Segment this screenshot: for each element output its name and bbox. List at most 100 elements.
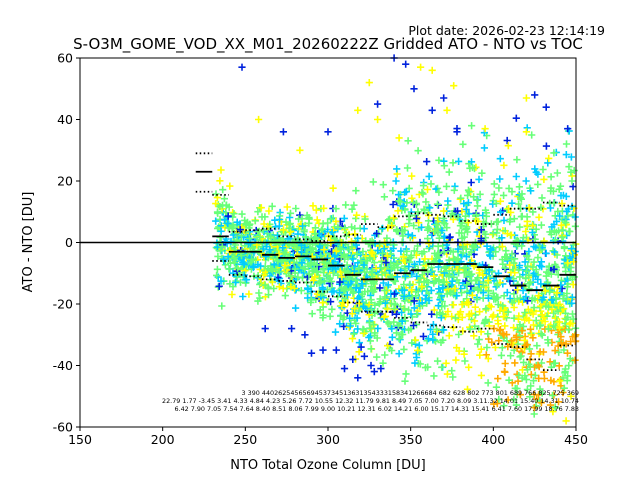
scatter-point [382,259,390,267]
scatter-point [354,374,362,382]
scatter-point [553,169,561,177]
scatter-point [545,286,553,294]
scatter-point [380,245,388,253]
scatter-point [571,222,579,230]
scatter-point [317,232,325,240]
scatter-point [497,351,505,359]
scatter-point [560,346,568,354]
x-tick-label: 250 [233,432,257,447]
scatter-point [424,335,432,343]
scatter-point [434,302,442,310]
scatter-point [326,274,334,282]
scatter-point [518,327,526,335]
scatter-point [538,296,546,304]
scatter-point [529,263,537,271]
scatter-point [307,246,315,254]
scatter-point [513,295,521,303]
scatter-point [229,283,237,291]
scatter-point [467,158,476,166]
scatter-point [549,408,557,416]
scatter-point [475,336,483,344]
scatter-point [554,227,563,235]
scatter-point [423,276,431,284]
scatter-point [393,165,401,173]
scatter-point [400,292,408,300]
scatter-point [327,277,336,286]
scatter-point [496,155,504,163]
scatter-point [522,274,530,282]
scatter-point [551,261,559,269]
scatter-point [254,260,262,269]
scatter-point [384,281,392,289]
scatter-point [292,204,300,213]
scatter-point [562,417,570,425]
scatter-point [373,230,381,238]
scatter-point [541,287,549,295]
scatter-point [501,368,509,376]
scatter-point [279,128,287,136]
scatter-point [301,331,309,339]
scatter-point [438,226,446,234]
scatter-point [254,208,262,216]
scatter-point [261,325,269,333]
scatter-point [463,281,471,289]
scatter-point [448,267,456,275]
scatter-point [496,326,504,334]
scatter-point [468,163,477,172]
scatter-point [340,322,348,330]
scatter-point [275,283,283,291]
scatter-point [556,212,564,220]
scatter-point [558,199,566,208]
scatter-point [567,168,575,176]
scatter-point [438,363,446,371]
scatter-point [538,194,546,202]
scatter-point [563,283,571,291]
scatter-point [251,217,259,225]
scatter-point [500,191,508,199]
scatter-point [546,228,554,236]
y-tick-label: -40 [53,358,73,373]
scatter-point [484,355,492,363]
scatter-point [507,208,515,216]
scatter-point [213,265,221,273]
scatter-point [549,309,558,317]
plot-date: Plot date: 2026-02-23 12:14:19 [408,23,605,38]
scatter-point [403,164,412,172]
scatter-point [467,178,475,187]
scatter-point [255,289,263,297]
scatter-point [389,261,397,269]
scatter-point [546,204,555,212]
scatter-point [405,219,413,228]
scatter-point [526,393,534,401]
scatter-point [305,270,313,278]
scatter-point [350,201,358,209]
scatter-point [231,278,240,287]
scatter-point [530,258,538,266]
scatter-point [547,184,555,192]
scatter-point [544,325,553,333]
scatter-point [383,252,391,260]
scatter-point [317,252,325,260]
scatter-point [275,222,283,230]
scatter-point [405,306,413,314]
scatter-point [299,222,307,230]
x-tick-label: 400 [481,432,505,447]
scatter-point [449,248,457,256]
scatter-point [324,128,332,136]
scatter-point [393,273,401,281]
scatter-point [332,265,340,273]
scatter-point [515,371,523,380]
scatter-point [215,282,223,290]
scatter-point [291,269,299,277]
scatter-point [320,246,328,254]
scatter-point [366,337,374,345]
scatter-point [216,247,225,255]
scatter-point [505,184,513,192]
scatter-point [493,281,501,289]
scatter-point [425,239,433,248]
scatter-point [465,188,473,196]
scatter-point [467,277,476,285]
scatter-point [479,271,487,279]
scatter-point [355,348,363,356]
scatter-point [396,336,404,344]
